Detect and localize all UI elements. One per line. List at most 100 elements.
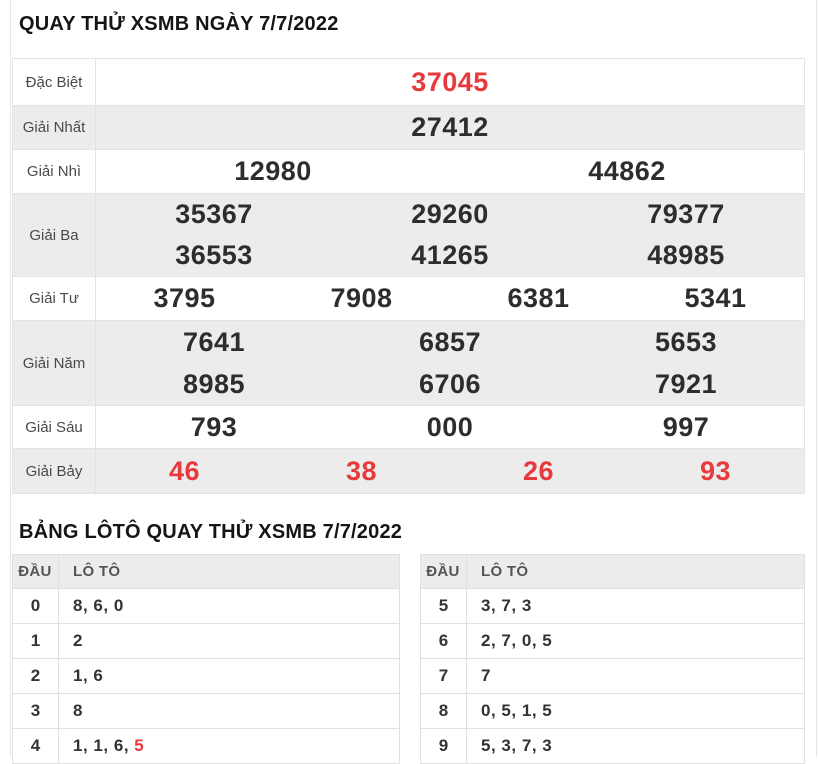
prize-number: 5653 — [654, 326, 718, 357]
loto-digit: 1 — [73, 666, 83, 685]
results-table: Đặc Biệt 37045 Giải Nhất 27412 Giải Nhì 12980… — [12, 58, 805, 494]
prize-number: 44862 — [588, 156, 666, 186]
loto-row: 5 3, 7, 3 — [420, 588, 805, 624]
prize-values: 12980 44862 — [96, 150, 804, 193]
prize-number: 48985 — [647, 240, 725, 270]
page-container: QUAY THỬ XSMB NGÀY 7/7/2022 Đặc Biệt 3704… — [10, 0, 817, 764]
loto-table-left: ĐẦU LÔ TÔ 0 8, 6, 0 1 2 2 1, 6 3 8 4 1, 1, 6, 5 — [12, 554, 400, 764]
loto-digit: 1 — [93, 736, 104, 755]
loto-digit: 7 — [501, 596, 512, 615]
loto-digit: 3 — [521, 596, 532, 615]
loto-digit: 6 — [93, 666, 104, 685]
prize-number: 36553 — [175, 240, 253, 270]
prize-row: Giải Nhì 12980 44862 — [13, 150, 804, 194]
loto-table-right: ĐẦU LÔ TÔ 5 3, 7, 3 6 2, 7, 0, 5 7 7 8 0, 5, 1,… — [420, 554, 805, 764]
prize-values: 793 000 997 — [96, 406, 804, 448]
prize-number: 5341 — [684, 283, 747, 313]
loto-values-cell: 8, 6, 0 — [58, 588, 400, 624]
loto-header-dau: ĐẦU — [420, 554, 467, 589]
loto-values-cell: 2 — [58, 623, 400, 659]
loto-digit: 7 — [481, 666, 491, 685]
loto-header-loto: LÔ TÔ — [466, 554, 805, 589]
loto-row: 6 2, 7, 0, 5 — [420, 623, 805, 659]
loto-digit: 3 — [481, 596, 491, 615]
loto-row: 2 1, 6 — [12, 658, 400, 694]
loto-digit: 8 — [73, 596, 83, 615]
loto-header-row: ĐẦU LÔ TÔ — [420, 554, 805, 589]
loto-digit: 5 — [134, 736, 145, 755]
results-title: QUAY THỬ XSMB NGÀY 7/7/2022 — [19, 13, 339, 35]
prize-number: 35367 — [175, 199, 253, 229]
loto-dau-cell: 9 — [420, 728, 467, 764]
prize-number: 79377 — [647, 199, 725, 229]
loto-dau-cell: 4 — [12, 728, 59, 764]
loto-values-cell: 8 — [58, 693, 400, 729]
prize-row: Giải Ba 35367 29260 79377 36553 41265 48985 — [13, 194, 804, 277]
loto-dau-cell: 6 — [420, 623, 467, 659]
loto-digit: 5 — [481, 736, 491, 755]
loto-tables: ĐẦU LÔ TÔ 0 8, 6, 0 1 2 2 1, 6 3 8 4 1, 1, 6, 5 Đ… — [12, 554, 805, 764]
loto-digit: 2 — [481, 631, 491, 650]
loto-values-cell: 7 — [466, 658, 805, 694]
loto-dau-cell: 3 — [12, 693, 59, 729]
loto-digit: 8 — [73, 701, 83, 720]
loto-values-cell: 3, 7, 3 — [466, 588, 805, 624]
loto-digit: 6 — [93, 596, 104, 615]
prize-row: Giải Tư 3795 7908 6381 5341 — [13, 277, 804, 321]
loto-dau-cell: 0 — [12, 588, 59, 624]
prize-row: Giải Năm 7641 6857 5653 8985 6706 7921 — [13, 321, 804, 406]
prize-values: 37045 — [96, 59, 804, 105]
prize-label: Giải Nhất — [13, 106, 96, 149]
loto-values-cell: 5, 3, 7, 3 — [466, 728, 805, 764]
loto-digit: 3 — [501, 736, 512, 755]
loto-dau-cell: 7 — [420, 658, 467, 694]
prize-number: 27412 — [411, 112, 489, 142]
prize-number: 6857 — [418, 326, 482, 357]
prize-number: 29260 — [411, 199, 489, 229]
prize-label: Giải Nhì — [13, 150, 96, 193]
loto-dau-cell: 1 — [12, 623, 59, 659]
prize-row: Đặc Biệt 37045 — [13, 59, 804, 106]
loto-dau-cell: 5 — [420, 588, 467, 624]
prize-values: 7641 6857 5653 8985 6706 7921 — [96, 321, 804, 405]
prize-number: 12980 — [234, 156, 312, 186]
loto-header-loto: LÔ TÔ — [58, 554, 400, 589]
loto-digit: 5 — [542, 701, 553, 720]
prize-number: 7908 — [330, 283, 393, 313]
prize-label: Đặc Biệt — [13, 59, 96, 105]
loto-header-row: ĐẦU LÔ TÔ — [12, 554, 400, 589]
prize-label: Giải Tư — [13, 277, 96, 320]
loto-digit: 7 — [501, 631, 512, 650]
loto-values-cell: 0, 5, 1, 5 — [466, 693, 805, 729]
loto-digit: 6 — [113, 736, 124, 755]
prize-number: 000 — [426, 411, 474, 442]
loto-digit: 5 — [542, 631, 553, 650]
prize-label: Giải Bảy — [13, 449, 96, 493]
loto-digit: 1 — [521, 701, 532, 720]
loto-values-cell: 1, 1, 6, 5 — [58, 728, 400, 764]
prize-values: 27412 — [96, 106, 804, 149]
loto-row: 9 5, 3, 7, 3 — [420, 728, 805, 764]
loto-digit: 3 — [542, 736, 553, 755]
prize-label: Giải Năm — [13, 321, 96, 405]
prize-row: Giải Bảy 46 38 26 93 — [13, 449, 804, 494]
prize-number: 38 — [345, 455, 378, 486]
prize-number: 3795 — [153, 283, 216, 313]
loto-digit: 7 — [521, 736, 532, 755]
prize-number: 6706 — [418, 368, 482, 399]
loto-digit: 2 — [73, 631, 83, 650]
prize-number: 93 — [699, 455, 732, 486]
loto-digit: 1 — [73, 736, 83, 755]
loto-digit: 0 — [521, 631, 532, 650]
prize-number: 793 — [190, 411, 238, 442]
loto-row: 8 0, 5, 1, 5 — [420, 693, 805, 729]
loto-digit: 5 — [501, 701, 512, 720]
loto-row: 4 1, 1, 6, 5 — [12, 728, 400, 764]
prize-row: Giải Sáu 793 000 997 — [13, 406, 804, 449]
loto-digit: 0 — [113, 596, 124, 615]
prize-number: 26 — [522, 455, 555, 486]
loto-values-cell: 2, 7, 0, 5 — [466, 623, 805, 659]
